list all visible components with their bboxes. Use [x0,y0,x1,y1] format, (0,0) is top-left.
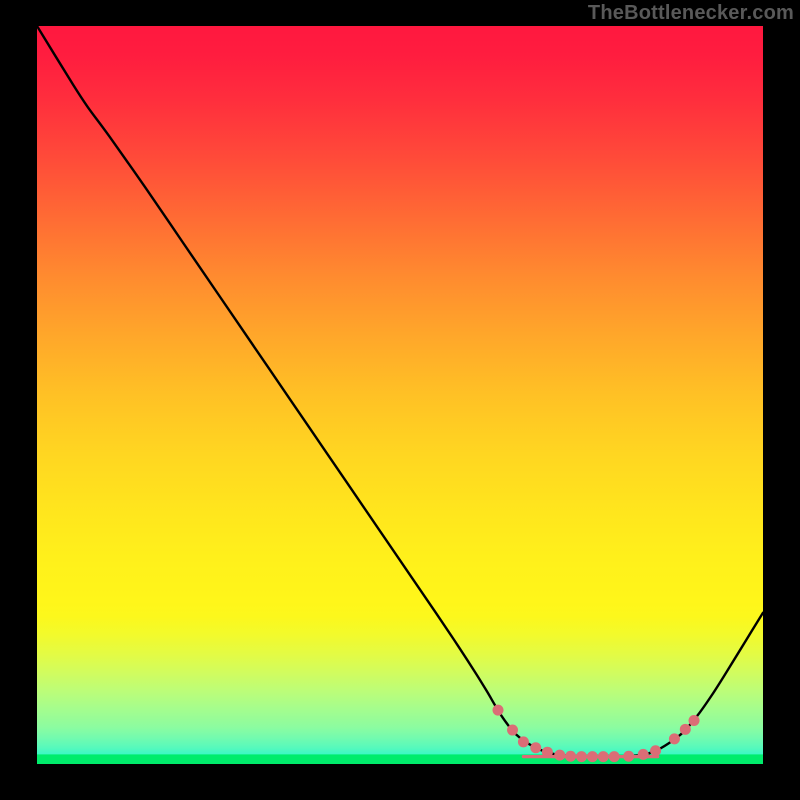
data-marker [638,749,649,760]
gradient-background [37,26,763,764]
data-marker [530,742,541,753]
data-marker [669,733,680,744]
data-marker [689,715,700,726]
plot-area [37,26,763,764]
data-marker [650,745,661,756]
data-marker [609,751,620,762]
data-marker [680,724,691,735]
data-marker [518,736,529,747]
chart-frame: TheBottlenecker.com [0,0,800,800]
data-marker [587,751,598,762]
data-marker [493,705,504,716]
data-marker [623,751,634,762]
data-marker [507,725,518,736]
data-marker [576,751,587,762]
plot-svg [37,26,763,764]
data-marker [565,751,576,762]
data-marker [542,747,553,758]
data-marker [598,751,609,762]
data-marker [554,750,565,761]
watermark-text: TheBottlenecker.com [588,2,794,25]
